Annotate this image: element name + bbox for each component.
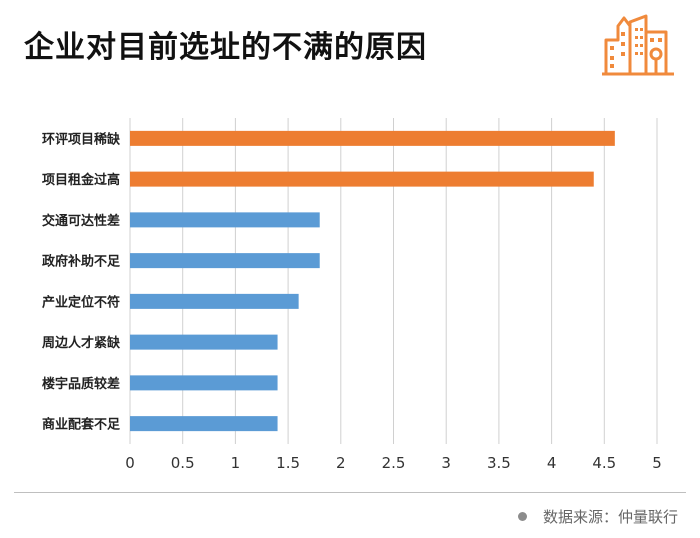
- building-icon: [602, 14, 674, 76]
- x-tick-label: 3: [441, 454, 451, 472]
- x-tick-label: 4.5: [592, 454, 616, 472]
- bar: [130, 130, 615, 146]
- x-tick-label: 5: [652, 454, 662, 472]
- category-label: 产业定位不符: [42, 294, 120, 310]
- bar: [130, 293, 299, 309]
- bar: [130, 416, 278, 432]
- bullet-icon: [517, 512, 527, 521]
- category-label: 交通可达性差: [42, 213, 120, 229]
- x-tick-label: 0.5: [171, 454, 195, 472]
- bar: [130, 334, 278, 350]
- source-text: 数据来源：仲量联行: [542, 508, 678, 526]
- page-title: 企业对目前选址的不满的原因: [24, 30, 427, 65]
- x-tick-label: 0: [125, 454, 135, 472]
- bar: [130, 171, 594, 187]
- category-label: 楼宇品质较差: [42, 376, 120, 392]
- category-label: 项目租金过高: [42, 172, 120, 188]
- x-tick-label: 4: [547, 454, 557, 472]
- x-tick-label: 2: [336, 454, 346, 472]
- category-label: 商业配套不足: [42, 417, 121, 433]
- x-tick-label: 1.5: [276, 454, 300, 472]
- category-label: 周边人才紧缺: [42, 335, 121, 351]
- x-tick-label: 3.5: [487, 454, 511, 472]
- bar: [130, 253, 320, 269]
- footer-divider: [14, 492, 686, 493]
- category-label: 环评项目稀缺: [42, 131, 121, 147]
- bar: [130, 212, 320, 228]
- source-note: 数据来源：仲量联行: [517, 506, 678, 527]
- bar: [130, 375, 278, 391]
- x-tick-label: 2.5: [382, 454, 406, 472]
- category-label: 政府补助不足: [42, 254, 121, 270]
- x-tick-label: 1: [231, 454, 241, 472]
